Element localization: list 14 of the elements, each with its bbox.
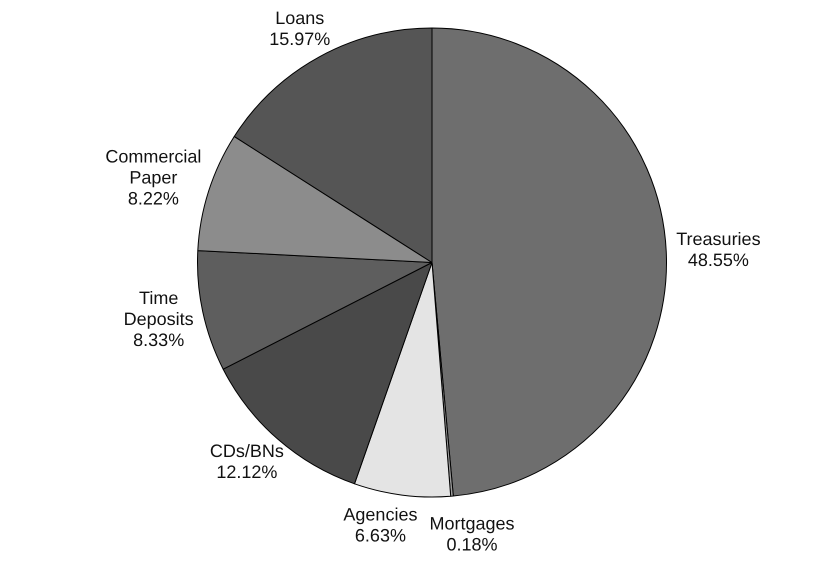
slice-label: Mortgages	[429, 514, 515, 534]
data-label: 6.63%	[354, 525, 406, 546]
slice-label: Agencies	[343, 504, 418, 524]
slice-label: Time Deposits	[124, 288, 194, 330]
data-label: 8.33%	[133, 330, 184, 350]
slice-label: Treasuries	[676, 228, 761, 249]
slice-label: CDs/BNs	[210, 441, 284, 462]
slice-label: Loans	[275, 8, 324, 28]
slice-label: Commercial Paper	[105, 146, 202, 188]
data-label: 12.12%	[216, 462, 278, 482]
data-label: 48.55%	[688, 250, 749, 270]
data-label: 0.18%	[446, 534, 498, 554]
data-label: 8.22%	[128, 188, 179, 208]
data-label: 15.97%	[269, 29, 330, 50]
